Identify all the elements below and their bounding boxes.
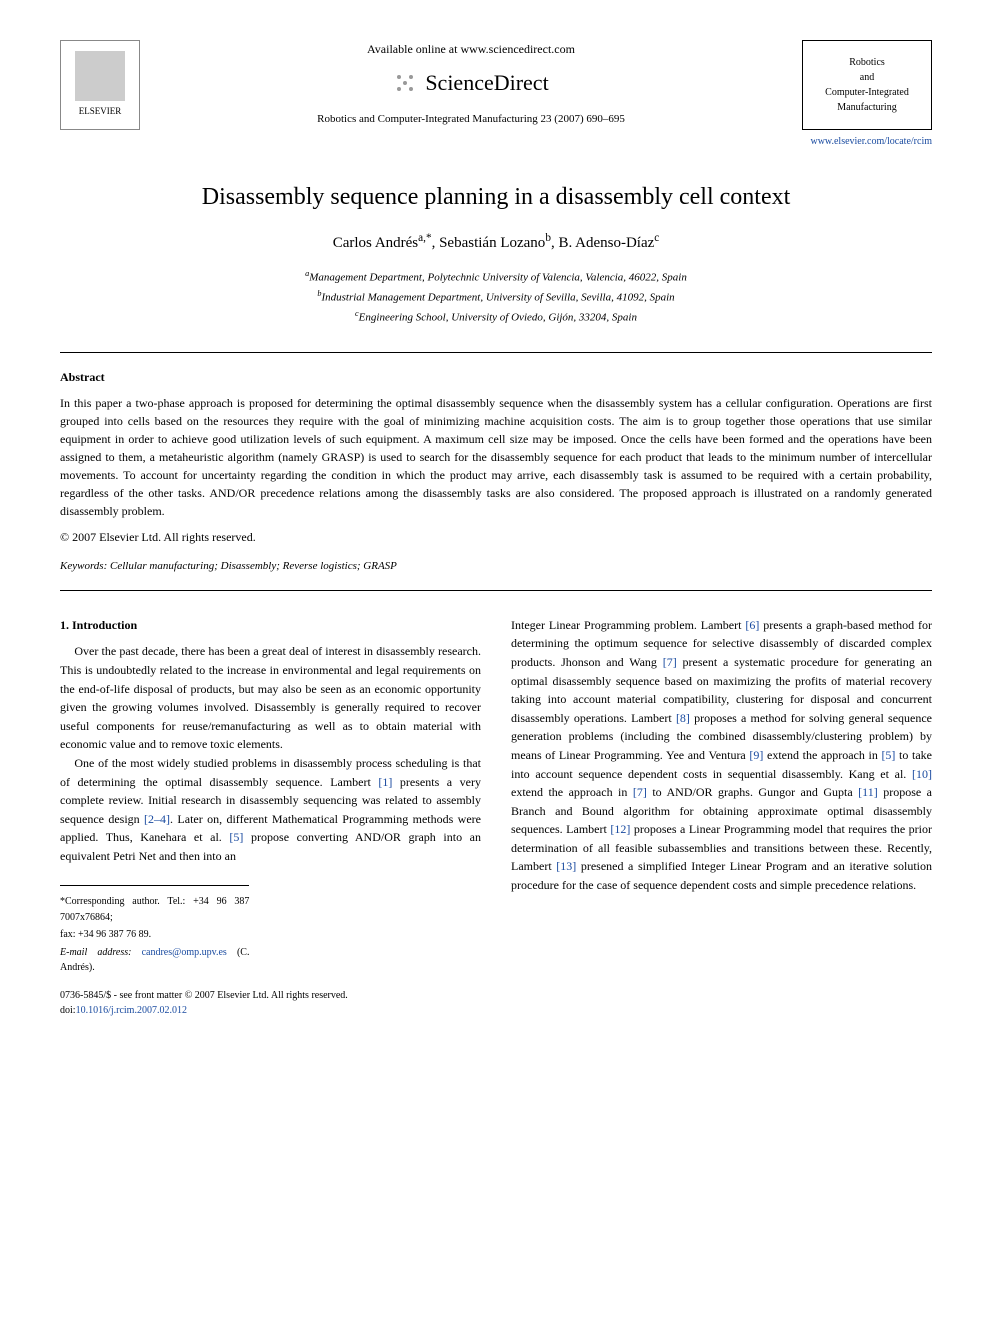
affiliation-text: Management Department, Polytechnic Unive… <box>309 271 687 283</box>
journal-box-line: and <box>811 70 923 85</box>
doi-label: doi: <box>60 1005 76 1016</box>
citation-link[interactable]: [12] <box>610 822 630 836</box>
abstract-text: In this paper a two-phase approach is pr… <box>60 394 932 520</box>
email-line: E-mail address: candres@omp.upv.es (C. A… <box>60 945 249 976</box>
affiliation-text: Industrial Management Department, Univer… <box>321 291 674 303</box>
author-name: , B. Adenso-Díaz <box>551 235 654 251</box>
body-text: extend the approach in <box>763 748 881 762</box>
author-affil-sup: a, <box>418 232 426 244</box>
affiliation-line: bIndustrial Management Department, Unive… <box>60 287 932 307</box>
citation-link[interactable]: [5] <box>881 748 895 762</box>
fax-line: fax: +34 96 387 76 89. <box>60 927 249 943</box>
citation-link[interactable]: [13] <box>556 859 576 873</box>
journal-reference: Robotics and Computer-Integrated Manufac… <box>160 111 782 128</box>
corresponding-author-line: *Corresponding author. Tel.: +34 96 387 … <box>60 894 249 925</box>
copyright-line: © 2007 Elsevier Ltd. All rights reserved… <box>60 528 932 546</box>
body-paragraph: One of the most widely studied problems … <box>60 754 481 866</box>
journal-box-line: Manufacturing <box>811 100 923 115</box>
sciencedirect-label: ScienceDirect <box>425 66 548 99</box>
body-columns: 1. Introduction Over the past decade, th… <box>60 616 932 1019</box>
citation-link[interactable]: [7] <box>663 655 677 669</box>
citation-link[interactable]: [9] <box>749 748 763 762</box>
citation-link[interactable]: [6] <box>745 618 759 632</box>
elsevier-logo: ELSEVIER <box>60 40 140 130</box>
body-text: extend the approach in <box>511 785 633 799</box>
keywords-line: Keywords: Cellular manufacturing; Disass… <box>60 558 932 575</box>
email-label: E-mail address: <box>60 947 131 958</box>
keywords-text: Cellular manufacturing; Disassembly; Rev… <box>110 560 397 572</box>
author-affil-sup: c <box>654 232 659 244</box>
elsevier-label: ELSEVIER <box>79 105 122 119</box>
citation-link[interactable]: [2–4] <box>144 812 170 826</box>
citation-link[interactable]: [1] <box>378 775 392 789</box>
footer-block: *Corresponding author. Tel.: +34 96 387 … <box>60 885 249 976</box>
article-title: Disassembly sequence planning in a disas… <box>60 179 932 215</box>
affiliation-text: Engineering School, University of Oviedo… <box>359 312 637 324</box>
body-text: to AND/OR graphs. Gungor and Gupta <box>647 785 858 799</box>
left-column: 1. Introduction Over the past decade, th… <box>60 616 481 1019</box>
section-heading: 1. Introduction <box>60 616 481 635</box>
sciencedirect-icon <box>393 71 417 95</box>
right-column: Integer Linear Programming problem. Lamb… <box>511 616 932 1019</box>
citation-link[interactable]: [8] <box>676 711 690 725</box>
affiliation-line: cEngineering School, University of Ovied… <box>60 307 932 327</box>
journal-box-line: Robotics <box>811 55 923 70</box>
journal-box: Robotics and Computer-Integrated Manufac… <box>802 40 932 130</box>
doi-link[interactable]: 10.1016/j.rcim.2007.02.012 <box>76 1005 187 1016</box>
sciencedirect-brand: ScienceDirect <box>160 66 782 99</box>
citation-link[interactable]: [10] <box>912 767 932 781</box>
body-paragraph: Integer Linear Programming problem. Lamb… <box>511 616 932 895</box>
divider <box>60 352 932 353</box>
doi-section: 0736-5845/$ - see front matter © 2007 El… <box>60 988 481 1019</box>
body-text: Integer Linear Programming problem. Lamb… <box>511 618 745 632</box>
body-paragraph: Over the past decade, there has been a g… <box>60 642 481 754</box>
affiliation-line: aManagement Department, Polytechnic Univ… <box>60 267 932 287</box>
issn-line: 0736-5845/$ - see front matter © 2007 El… <box>60 988 481 1004</box>
author-name: Carlos Andrés <box>333 235 418 251</box>
keywords-label: Keywords: <box>60 560 107 572</box>
doi-line: doi:10.1016/j.rcim.2007.02.012 <box>60 1003 481 1019</box>
citation-link[interactable]: [11] <box>858 785 878 799</box>
abstract-heading: Abstract <box>60 368 932 386</box>
journal-url-link[interactable]: www.elsevier.com/locate/rcim <box>802 134 932 149</box>
elsevier-logo-block: ELSEVIER <box>60 40 140 130</box>
page-header: ELSEVIER Available online at www.science… <box>60 40 932 149</box>
email-link[interactable]: candres@omp.upv.es <box>142 947 227 958</box>
journal-box-wrapper: Robotics and Computer-Integrated Manufac… <box>802 40 932 149</box>
divider <box>60 590 932 591</box>
center-header: Available online at www.sciencedirect.co… <box>140 40 802 128</box>
available-online-text: Available online at www.sciencedirect.co… <box>160 40 782 58</box>
author-name: , Sebastián Lozano <box>432 235 546 251</box>
citation-link[interactable]: [7] <box>633 785 647 799</box>
citation-link[interactable]: [5] <box>229 830 243 844</box>
elsevier-tree-icon <box>75 51 125 101</box>
affiliations-block: aManagement Department, Polytechnic Univ… <box>60 267 932 328</box>
authors-line: Carlos Andrésa,*, Sebastián Lozanob, B. … <box>60 230 932 255</box>
journal-box-line: Computer-Integrated <box>811 85 923 100</box>
